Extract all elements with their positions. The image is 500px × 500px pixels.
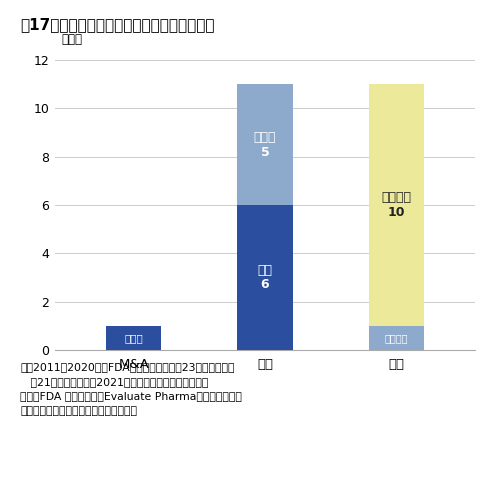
Bar (368, 326, 424, 350)
Bar (238, 84, 292, 205)
Text: 図17　新興企業の神経系用剤品目の国内状況: 図17 新興企業の神経系用剤品目の国内状況 (20, 18, 214, 32)
Bar (106, 326, 162, 350)
Text: 品目数: 品目数 (62, 32, 82, 46)
Text: 注：2011－2020年にFDA承認の神経系用剤23品目（新興企
   業21社）について、2021年末時点の開発状況を示す。
出所：FDA の公開情報、Eva: 注：2011－2020年にFDA承認の神経系用剤23品目（新興企 業21社）につ… (20, 362, 242, 416)
Text: 承認１: 承認１ (124, 333, 143, 343)
Text: 開発中
5: 開発中 5 (254, 130, 276, 158)
Text: 承認
6: 承認 6 (258, 264, 272, 291)
Text: 情報なし
10: 情報なし 10 (382, 191, 411, 219)
Bar (238, 205, 292, 350)
Bar (368, 84, 424, 326)
Text: 開発中１: 開発中１ (384, 333, 408, 343)
